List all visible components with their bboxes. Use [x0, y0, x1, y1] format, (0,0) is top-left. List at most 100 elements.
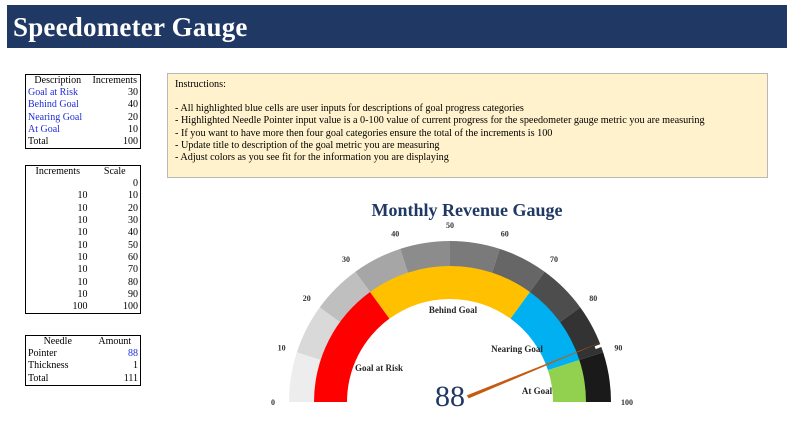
- table-row[interactable]: Thickness 1: [26, 360, 141, 372]
- table-row[interactable]: Total 111: [26, 373, 141, 386]
- instructions-box[interactable]: Instructions: - All highlighted blue cel…: [167, 73, 768, 178]
- table-row[interactable]: 10 10: [26, 190, 141, 202]
- scale-segment: [578, 352, 611, 402]
- total-value-cell[interactable]: 100: [123, 136, 138, 148]
- column-header-increments: Increments: [35, 166, 80, 177]
- scale-cell[interactable]: 50: [128, 239, 138, 251]
- pointer-label-cell[interactable]: Pointer: [28, 348, 57, 360]
- column-header-scale: Scale: [103, 166, 126, 177]
- table-row[interactable]: 10 90: [26, 289, 141, 301]
- increment-cell[interactable]: 10: [77, 264, 88, 276]
- pointer-value-cell[interactable]: 88: [128, 348, 138, 360]
- thickness-value-cell[interactable]: 1: [133, 360, 138, 372]
- increment-cell[interactable]: 10: [77, 251, 88, 263]
- scale-cell[interactable]: 40: [128, 227, 138, 239]
- category-name-cell[interactable]: Nearing Goal: [28, 111, 83, 123]
- table-row[interactable]: 10 80: [26, 276, 141, 288]
- increment-cell[interactable]: 10: [128, 124, 138, 136]
- increment-cell[interactable]: 10: [77, 190, 88, 202]
- scale-tick-label: 50: [446, 221, 454, 230]
- category-segment: [314, 291, 390, 402]
- category-segment: [510, 291, 580, 371]
- title-bar: Speedometer Gauge: [7, 5, 787, 48]
- scale-tick-label: 0: [271, 398, 275, 407]
- scale-cell[interactable]: 100: [123, 300, 138, 312]
- increment-cell[interactable]: 10: [77, 215, 88, 227]
- increment-cell[interactable]: 20: [128, 111, 138, 123]
- instruction-item: - Highlighted Needle Pointer input value…: [175, 115, 705, 127]
- scale-tick-label: 60: [501, 230, 509, 239]
- category-label: Behind Goal: [429, 305, 478, 315]
- column-header-increments: Increments: [92, 75, 137, 86]
- table-row[interactable]: Pointer 88: [26, 348, 141, 360]
- column-header-amount: Amount: [98, 336, 132, 347]
- scale-cell[interactable]: 10: [128, 190, 138, 202]
- table-row[interactable]: 0: [26, 178, 141, 190]
- scale-cell[interactable]: 70: [128, 264, 138, 276]
- scale-segment: [319, 271, 371, 323]
- table-row[interactable]: 10 20: [26, 203, 141, 215]
- scale-tick-label: 30: [342, 255, 350, 264]
- needle-layer: [466, 341, 604, 399]
- table-row[interactable]: 10 70: [26, 264, 141, 276]
- table-row[interactable]: 10 40: [26, 227, 141, 239]
- increment-cell[interactable]: 40: [128, 99, 138, 111]
- table-row[interactable]: Total 100: [26, 136, 141, 149]
- scale-cell[interactable]: 20: [128, 202, 138, 214]
- instruction-item: - Update title to description of the goa…: [175, 139, 440, 151]
- scale-cell[interactable]: 90: [128, 288, 138, 300]
- column-header-description: Description: [34, 75, 82, 86]
- needle-table: Needle Amount Pointer 88 Thickness 1 Tot…: [25, 335, 141, 386]
- scale-segment: [289, 352, 322, 402]
- scale-cell[interactable]: 0: [133, 178, 138, 190]
- scale-segment: [355, 248, 409, 293]
- category-name-cell[interactable]: At Goal: [28, 124, 60, 136]
- table-header-row: Needle Amount: [26, 336, 141, 349]
- table-row[interactable]: 10 30: [26, 215, 141, 227]
- column-header-needle: Needle: [43, 336, 72, 347]
- description-table: Description Increments Goal at Risk 30 B…: [25, 74, 141, 150]
- instruction-item: - If you want to have more then four goa…: [175, 127, 553, 139]
- scale-segment: [450, 241, 500, 274]
- increment-cell[interactable]: 10: [77, 239, 88, 251]
- page-title: Speedometer Gauge: [13, 12, 248, 42]
- needle-gap: [594, 343, 604, 350]
- scale-tick-label: 10: [278, 343, 286, 352]
- outer-scale-ring: [289, 241, 611, 402]
- total-value-cell[interactable]: 111: [123, 372, 138, 384]
- table-row[interactable]: At Goal 10: [26, 124, 141, 136]
- table-row[interactable]: Nearing Goal 20: [26, 112, 141, 124]
- table-header-row: Increments Scale: [26, 166, 141, 179]
- table-row[interactable]: Goal at Risk 30: [26, 87, 141, 99]
- scale-tick-label: 70: [550, 255, 558, 264]
- increment-cell[interactable]: 30: [128, 87, 138, 99]
- scale-cell[interactable]: 30: [128, 215, 138, 227]
- increment-cell[interactable]: 100: [72, 300, 88, 312]
- table-row[interactable]: 10 50: [26, 239, 141, 251]
- instruction-item: - All highlighted blue cells are user in…: [175, 103, 524, 115]
- table-row[interactable]: 100 100: [26, 301, 141, 314]
- category-label: Goal at Risk: [355, 363, 403, 373]
- scale-labels: 0 10 20 30 40 50 60 70 80 90 100: [271, 221, 633, 407]
- increment-cell[interactable]: 10: [77, 288, 88, 300]
- scale-tick-label: 80: [589, 294, 597, 303]
- increment-cell[interactable]: 10: [77, 276, 88, 288]
- scale-segment: [296, 307, 341, 361]
- scale-tick-label: 20: [303, 294, 311, 303]
- total-label-cell[interactable]: Total: [28, 136, 49, 148]
- scale-segment: [529, 271, 581, 323]
- table-row[interactable]: Behind Goal 40: [26, 99, 141, 111]
- thickness-label-cell[interactable]: Thickness: [28, 360, 69, 372]
- category-name-cell[interactable]: Goal at Risk: [28, 87, 78, 99]
- category-name-cell[interactable]: Behind Goal: [28, 99, 79, 111]
- increment-cell[interactable]: 10: [77, 202, 88, 214]
- table-row[interactable]: 10 60: [26, 252, 141, 264]
- scale-cell[interactable]: 60: [128, 251, 138, 263]
- scale-segment: [400, 241, 450, 274]
- increment-cell[interactable]: 10: [77, 227, 88, 239]
- scale-table: Increments Scale 0 10 10 10 20 10 30 10 40 1…: [25, 165, 141, 314]
- scale-cell[interactable]: 80: [128, 276, 138, 288]
- category-labels: Goal at Risk Behind Goal Nearing Goal At Go…: [355, 305, 553, 396]
- total-label-cell[interactable]: Total: [28, 372, 49, 384]
